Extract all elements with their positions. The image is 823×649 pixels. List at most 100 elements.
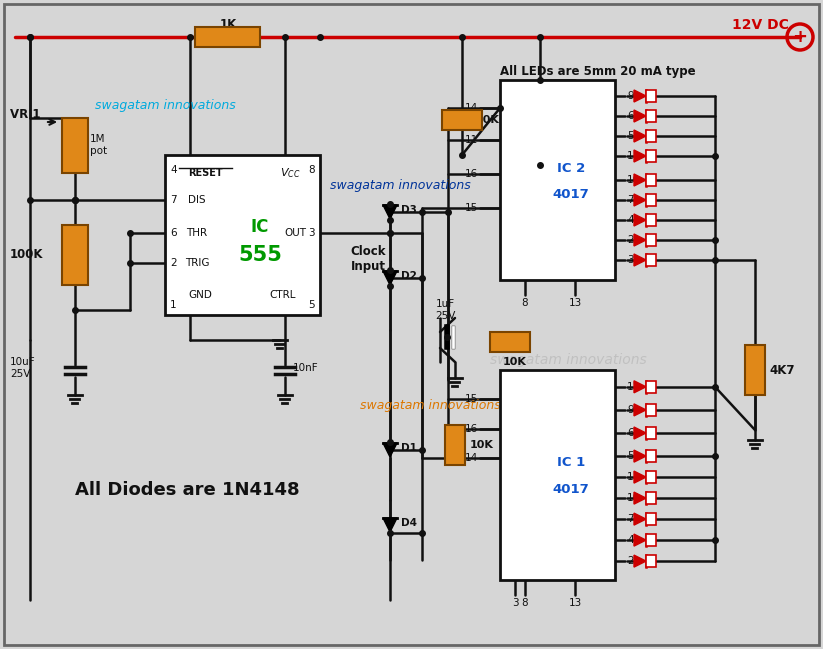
- Text: 2: 2: [170, 258, 177, 268]
- Polygon shape: [634, 234, 646, 246]
- Text: 7: 7: [627, 195, 634, 205]
- Bar: [646, 381, 656, 393]
- Text: RESET: RESET: [188, 168, 222, 178]
- Text: 3: 3: [627, 255, 634, 265]
- Polygon shape: [634, 194, 646, 206]
- Polygon shape: [634, 404, 646, 416]
- Text: 100K: 100K: [10, 249, 44, 262]
- Bar: [646, 450, 656, 462]
- Text: 10K: 10K: [470, 440, 494, 450]
- Bar: [646, 194, 656, 206]
- Text: 16: 16: [465, 169, 478, 179]
- Polygon shape: [634, 492, 646, 504]
- Text: 4: 4: [170, 165, 177, 175]
- Text: 2: 2: [627, 556, 634, 566]
- Bar: [500, 370, 615, 580]
- Text: 6: 6: [170, 228, 177, 238]
- Text: 10: 10: [627, 175, 640, 185]
- Bar: [646, 90, 656, 102]
- Text: 10: 10: [627, 493, 640, 503]
- Text: 10K: 10K: [476, 115, 500, 125]
- Polygon shape: [634, 254, 646, 266]
- Text: 13: 13: [569, 598, 582, 608]
- Text: 1K: 1K: [220, 19, 237, 32]
- Text: OUT: OUT: [284, 228, 306, 238]
- Bar: [62, 117, 88, 173]
- Text: IC 1: IC 1: [557, 456, 585, 469]
- Text: 555: 555: [238, 245, 282, 265]
- Text: 11: 11: [465, 135, 478, 145]
- Text: 4: 4: [627, 535, 634, 545]
- Bar: [646, 254, 656, 266]
- Bar: [490, 332, 530, 352]
- Bar: [646, 130, 656, 142]
- Polygon shape: [634, 427, 646, 439]
- Text: DIS: DIS: [188, 195, 206, 205]
- Text: 8: 8: [522, 298, 528, 308]
- Text: 1uF
25V: 1uF 25V: [435, 299, 455, 321]
- Text: swagatam innovations: swagatam innovations: [490, 353, 647, 367]
- Bar: [442, 110, 482, 130]
- Polygon shape: [634, 450, 646, 462]
- Polygon shape: [634, 534, 646, 546]
- Text: 6: 6: [627, 111, 634, 121]
- Text: D2: D2: [401, 271, 417, 281]
- Bar: [646, 234, 656, 246]
- Polygon shape: [383, 271, 397, 285]
- Text: CTRL: CTRL: [270, 290, 296, 300]
- Text: D4: D4: [401, 518, 417, 528]
- Text: 1M
pot: 1M pot: [90, 134, 107, 156]
- Text: 7: 7: [170, 195, 177, 205]
- Text: 5: 5: [627, 451, 634, 461]
- Bar: [196, 27, 261, 47]
- Bar: [646, 150, 656, 162]
- Text: 9: 9: [627, 405, 634, 415]
- Polygon shape: [634, 471, 646, 483]
- Bar: [62, 225, 88, 285]
- Text: 10K: 10K: [503, 357, 527, 367]
- Text: 9: 9: [627, 91, 634, 101]
- Bar: [646, 404, 656, 416]
- Text: 15: 15: [465, 203, 478, 213]
- Text: GND: GND: [188, 290, 212, 300]
- Polygon shape: [634, 381, 646, 393]
- Bar: [646, 513, 656, 525]
- Text: 13: 13: [569, 298, 582, 308]
- Polygon shape: [383, 518, 397, 532]
- Text: 8: 8: [309, 165, 315, 175]
- Text: 1: 1: [627, 472, 634, 482]
- Bar: [646, 214, 656, 226]
- Text: 11: 11: [627, 382, 640, 392]
- Text: VR 1: VR 1: [10, 108, 40, 121]
- Polygon shape: [634, 110, 646, 122]
- Text: 7: 7: [627, 514, 634, 524]
- Text: swagatam innovations: swagatam innovations: [330, 178, 471, 191]
- Text: All LEDs are 5mm 20 mA type: All LEDs are 5mm 20 mA type: [500, 66, 695, 79]
- Text: 14: 14: [465, 103, 478, 113]
- Polygon shape: [634, 150, 646, 162]
- Text: 4: 4: [627, 215, 634, 225]
- Text: All Diodes are 1N4148: All Diodes are 1N4148: [75, 481, 300, 499]
- Bar: [646, 427, 656, 439]
- Text: 8: 8: [522, 598, 528, 608]
- Polygon shape: [634, 555, 646, 567]
- Bar: [745, 345, 765, 395]
- Text: swagatam innovations: swagatam innovations: [360, 398, 500, 411]
- Polygon shape: [383, 443, 397, 457]
- Bar: [646, 471, 656, 483]
- Text: 14: 14: [465, 453, 478, 463]
- Text: 15: 15: [465, 395, 478, 404]
- Text: +: +: [793, 28, 807, 46]
- Polygon shape: [634, 174, 646, 186]
- Text: IC: IC: [251, 218, 269, 236]
- Text: 1: 1: [170, 300, 177, 310]
- Text: 5: 5: [627, 131, 634, 141]
- Text: IC 2: IC 2: [557, 162, 585, 175]
- Bar: [445, 425, 465, 465]
- Polygon shape: [634, 90, 646, 102]
- Text: 3: 3: [309, 228, 315, 238]
- Bar: [646, 174, 656, 186]
- Bar: [646, 492, 656, 504]
- Text: 4017: 4017: [553, 484, 589, 496]
- Bar: [646, 534, 656, 546]
